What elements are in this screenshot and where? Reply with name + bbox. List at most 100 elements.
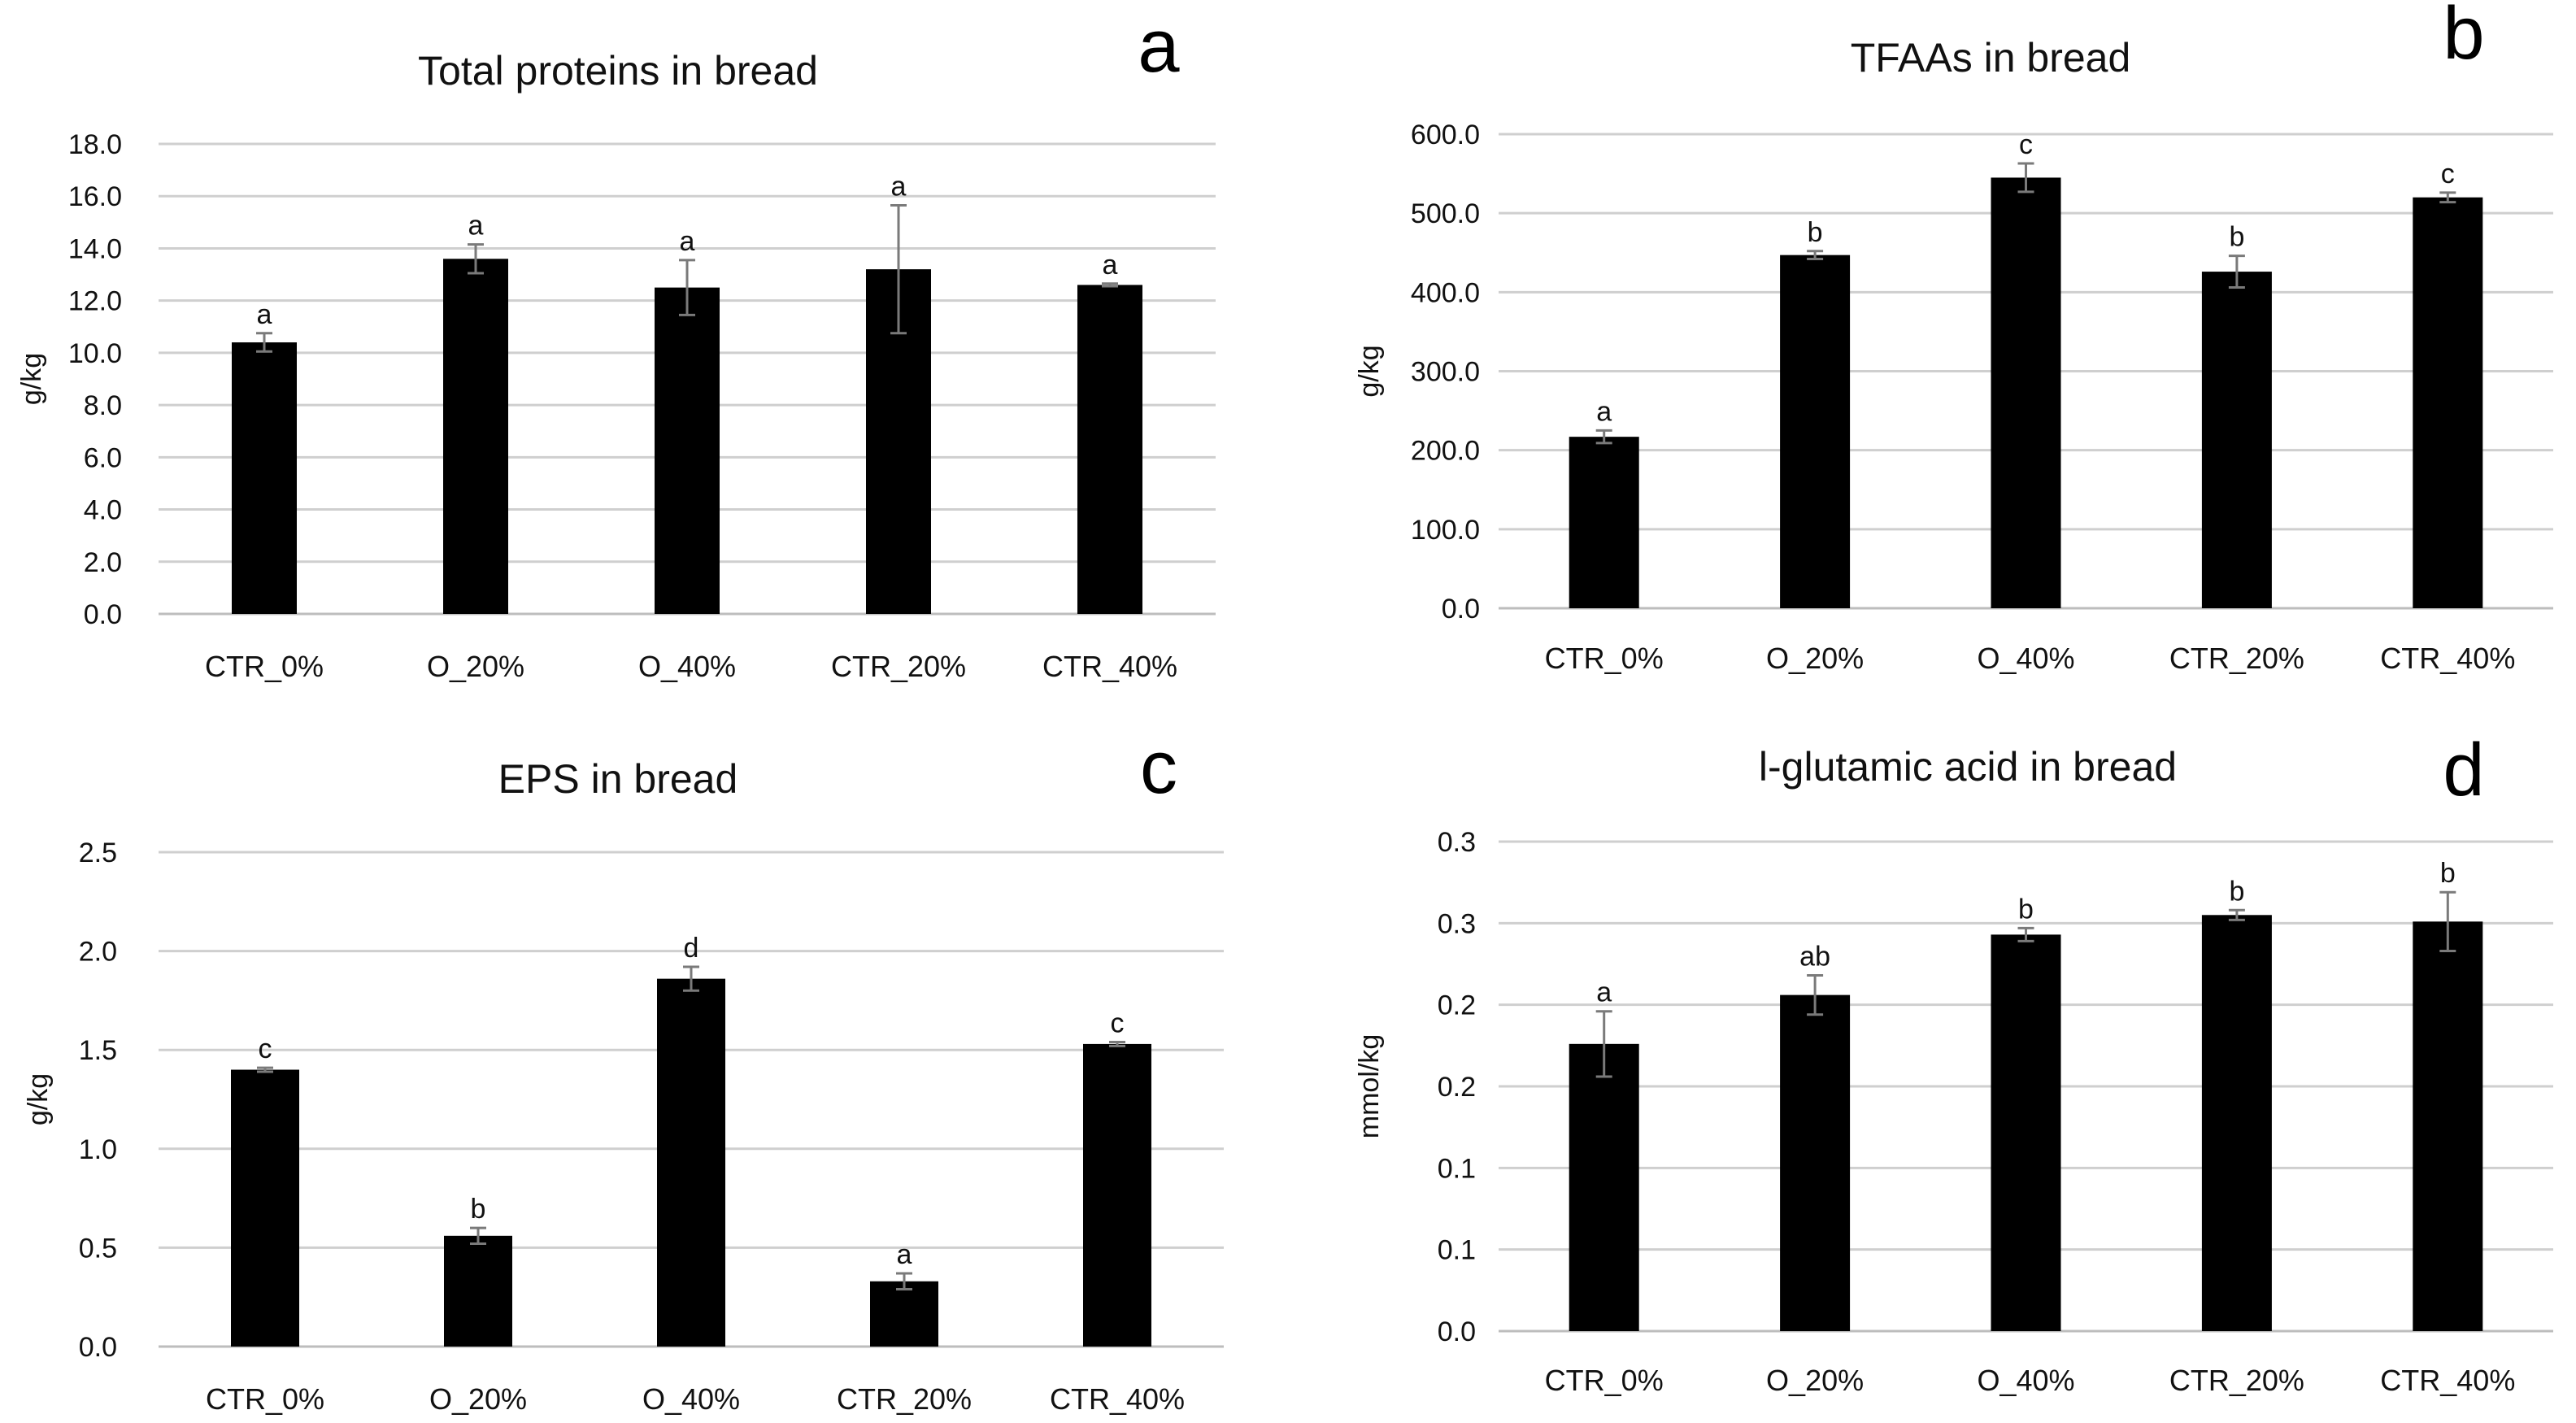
significance-letter: c (2019, 129, 2033, 160)
panel-letter: b (2443, 0, 2484, 75)
significance-letter: a (257, 299, 272, 330)
bar-O_40% (657, 978, 725, 1347)
y-tick-label: 8.0 (84, 390, 122, 421)
bar-O_20% (1780, 255, 1851, 608)
panel-letter: c (1140, 726, 1177, 809)
significance-letter: d (684, 933, 699, 964)
y-tick-label: 0.2 (1438, 990, 1476, 1021)
chart-panel-d: 0.0 0.1 0.1 0.2 0.2 0.3 0.3 l-glutamic acid in … (1354, 729, 2553, 1397)
y-tick-label: 400.0 (1411, 277, 1480, 308)
y-tick-label: 2.0 (79, 937, 117, 968)
x-tick-label: O_20% (427, 650, 524, 683)
y-tick-label: 0.1 (1438, 1153, 1476, 1184)
significance-letter: b (2229, 222, 2244, 253)
bar-O_20% (443, 259, 508, 614)
y-tick-label: 300.0 (1411, 357, 1480, 388)
y-tick-label: 12.0 (68, 286, 122, 317)
x-tick-label: O_40% (1977, 1364, 2074, 1397)
y-tick-label: 0.0 (1438, 1316, 1476, 1347)
x-tick-label: CTR_20% (2169, 1364, 2304, 1397)
x-tick-label: CTR_0% (1545, 642, 1664, 675)
y-axis-label: g/kg (1354, 345, 1385, 397)
x-tick-label: O_40% (642, 1382, 740, 1416)
significance-letter: b (2229, 876, 2244, 907)
significance-letter: a (468, 211, 484, 242)
y-tick-label: 0.0 (84, 599, 122, 630)
significance-letter: c (2441, 159, 2455, 189)
bar-CTR_20% (2201, 915, 2272, 1331)
chart-title: EPS in bread (498, 756, 738, 802)
y-axis-label: g/kg (16, 353, 47, 405)
chart-panel-a: 0.0 2.0 4.0 6.0 8.0 10.0 12.0 14.0 16.0 18.0 Total… (16, 5, 1216, 683)
y-axis-label: mmol/kg (1354, 1034, 1385, 1138)
panel-letter: d (2443, 729, 2484, 812)
bar-CTR_0% (231, 1069, 299, 1347)
significance-letter: a (680, 226, 695, 257)
bar-CTR_20% (2201, 272, 2272, 608)
x-tick-label: CTR_40% (2380, 642, 2515, 675)
y-tick-label: 18.0 (68, 129, 122, 160)
bar-O_40% (1991, 934, 2061, 1331)
y-axis-label: g/kg (23, 1073, 54, 1125)
y-tick-label: 0.3 (1438, 908, 1476, 939)
x-tick-label: CTR_20% (2169, 642, 2304, 675)
significance-letter: c (1111, 1007, 1125, 1038)
panel-letter: a (1138, 5, 1180, 88)
chart-title: Total proteins in bread (418, 48, 818, 94)
significance-letter: b (1808, 217, 1823, 248)
y-tick-label: 600.0 (1411, 120, 1480, 150)
chart-title: TFAAs in bread (1851, 35, 2131, 81)
significance-letter: a (891, 171, 907, 202)
chart-panel-c: 0.0 0.5 1.0 1.5 2.0 2.5 EPS in bread c g/kg c CTR_… (23, 726, 1224, 1416)
bar-CTR_20% (870, 1281, 938, 1347)
y-tick-label: 0.0 (79, 1332, 117, 1363)
y-tick-label: 500.0 (1411, 198, 1480, 229)
bar-O_40% (1991, 177, 2061, 609)
y-tick-label: 0.1 (1438, 1235, 1476, 1266)
x-tick-label: CTR_0% (1545, 1364, 1664, 1397)
y-tick-label: 200.0 (1411, 436, 1480, 467)
x-tick-label: O_40% (1977, 642, 2074, 675)
y-tick-label: 16.0 (68, 181, 122, 212)
y-tick-label: 1.0 (79, 1134, 117, 1165)
bar-O_40% (655, 287, 720, 614)
x-tick-label: CTR_0% (206, 1382, 324, 1416)
x-tick-label: CTR_40% (2380, 1364, 2515, 1397)
x-tick-label: CTR_20% (837, 1382, 972, 1416)
bar-O_20% (1780, 994, 1851, 1331)
x-tick-label: O_20% (1766, 1364, 1864, 1397)
significance-letter: c (259, 1034, 272, 1064)
y-tick-label: 0.2 (1438, 1072, 1476, 1103)
significance-letter: a (897, 1239, 912, 1270)
y-tick-label: 6.0 (84, 442, 122, 473)
bar-CTR_40% (2413, 921, 2483, 1331)
x-tick-label: CTR_40% (1042, 650, 1177, 683)
significance-letter: b (2440, 858, 2456, 889)
x-tick-label: CTR_0% (205, 650, 324, 683)
bar-O_20% (444, 1235, 512, 1347)
y-tick-label: 0.0 (1442, 594, 1480, 624)
significance-letter: a (1103, 250, 1118, 281)
y-tick-label: 1.5 (79, 1035, 117, 1066)
y-tick-label: 100.0 (1411, 515, 1480, 546)
significance-letter: a (1596, 977, 1612, 1008)
bar-CTR_0% (1569, 1043, 1639, 1331)
y-tick-label: 2.0 (84, 547, 122, 578)
chart-title: l-glutamic acid in bread (1759, 744, 2177, 790)
x-tick-label: O_20% (1766, 642, 1864, 675)
significance-letter: b (471, 1194, 486, 1225)
y-tick-label: 0.5 (79, 1233, 117, 1264)
x-tick-label: CTR_40% (1050, 1382, 1185, 1416)
chart-panel-b: 0.0 100.0 200.0 300.0 400.0 500.0 600.0 TFAAs i… (1354, 0, 2553, 675)
bar-CTR_0% (232, 342, 297, 614)
y-tick-label: 2.5 (79, 838, 117, 868)
bar-CTR_40% (2413, 197, 2483, 608)
bar-CTR_40% (1083, 1043, 1151, 1347)
x-tick-label: CTR_20% (831, 650, 966, 683)
y-tick-label: 0.3 (1438, 827, 1476, 858)
x-tick-label: O_20% (429, 1382, 527, 1416)
y-tick-label: 4.0 (84, 495, 122, 526)
significance-letter: b (2018, 894, 2034, 925)
bar-CTR_0% (1569, 437, 1639, 608)
